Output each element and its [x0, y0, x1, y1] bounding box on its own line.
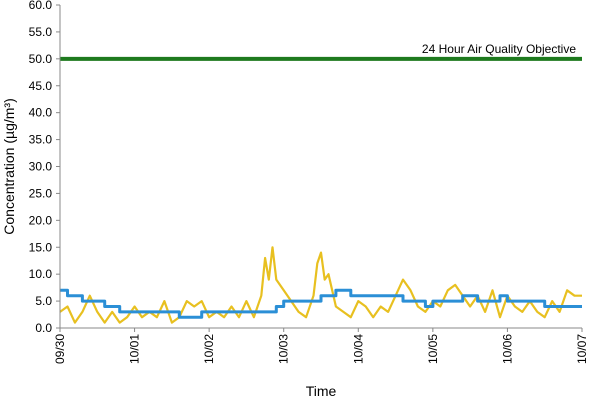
series-line-1 — [59, 246, 582, 324]
x-tick-label: 10/03 — [277, 334, 291, 364]
series-line-2 — [60, 288, 582, 319]
y-tick-label: 45.0 — [29, 79, 53, 93]
x-tick-label: 10/07 — [575, 334, 589, 364]
y-tick-label: 15.0 — [29, 240, 53, 254]
x-axis-title: Time — [306, 383, 337, 399]
x-tick-label: 10/01 — [128, 334, 142, 364]
x-tick-label: 10/06 — [500, 334, 514, 364]
x-axis-ticks: 09/30 10/01 10/02 10/03 10/04 10/05 10/06 10/07 — [53, 328, 589, 364]
y-tick-label: 55.0 — [29, 25, 53, 39]
y-tick-label: 20.0 — [29, 213, 53, 227]
x-tick-label: 10/05 — [426, 334, 440, 364]
y-tick-label: 5.0 — [35, 294, 52, 308]
y-tick-label: 0.0 — [35, 321, 52, 335]
series-layer — [59, 246, 582, 324]
y-tick-label: 30.0 — [29, 160, 53, 174]
y-axis-title: Concentration (µg/m³) — [1, 98, 17, 234]
x-tick-label: 10/02 — [202, 334, 216, 364]
y-tick-label: 35.0 — [29, 133, 53, 147]
y-tick-label: 60.0 — [29, 0, 53, 12]
objective-layer: 24 Hour Air Quality Objective — [60, 42, 582, 61]
objective-label: 24 Hour Air Quality Objective — [422, 42, 576, 56]
y-tick-label: 50.0 — [29, 52, 53, 66]
y-tick-label: 10.0 — [29, 267, 53, 281]
y-tick-label: 25.0 — [29, 186, 53, 200]
y-axis-ticks: 0.0 5.0 10.0 15.0 20.0 25.0 30.0 35.0 40.0 45.0 50… — [29, 0, 60, 335]
y-tick-label: 40.0 — [29, 106, 53, 120]
x-tick-label: 10/04 — [351, 334, 365, 364]
x-tick-label: 09/30 — [53, 334, 67, 364]
